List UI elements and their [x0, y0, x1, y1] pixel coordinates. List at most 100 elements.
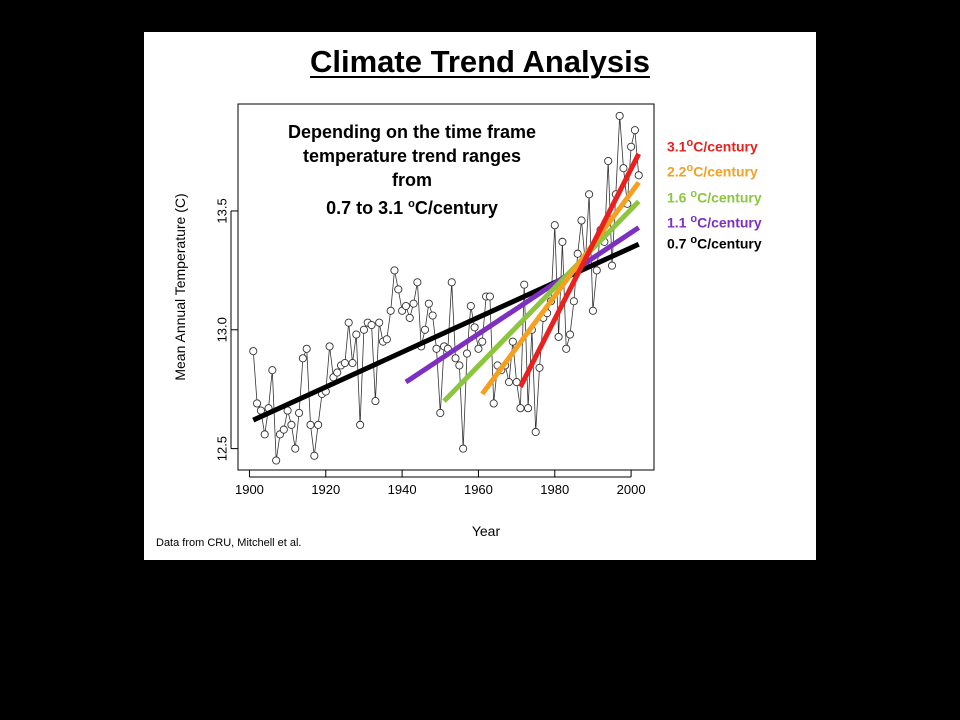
- annotation-line-3: from: [392, 170, 432, 190]
- data-point-1947: [424, 299, 433, 308]
- data-point-1987: [577, 216, 586, 225]
- data-point-1939: [394, 285, 403, 294]
- y-tick-label-13.5: 13.5: [214, 198, 229, 223]
- x-tick-label-1900: 1900: [235, 482, 264, 497]
- y-axis-label: Mean Annual Temperature (C): [172, 193, 188, 380]
- source-note: Data from CRU, Mitchell et al.: [156, 537, 302, 549]
- legend-item-3-1: 3.1oC/century: [667, 137, 758, 155]
- data-point-1973: [524, 404, 533, 413]
- annotation-line-1: Depending on the time frame: [287, 122, 537, 142]
- data-point-1981: [554, 332, 563, 341]
- data-point-1976: [535, 363, 544, 372]
- data-point-1958: [466, 301, 475, 311]
- data-point-1927: [348, 359, 357, 368]
- data-point-1914: [298, 354, 307, 363]
- x-tick-label-1940: 1940: [388, 482, 417, 497]
- data-point-1902: [253, 399, 262, 408]
- x-tick-label-1920: 1920: [311, 482, 340, 497]
- data-point-1911: [287, 420, 296, 429]
- data-point-1975: [531, 427, 540, 437]
- x-tick-label-2000: 2000: [617, 482, 646, 497]
- trend-line-4: [518, 152, 641, 388]
- data-point-1964: [489, 399, 498, 408]
- plot-frame: [237, 103, 655, 471]
- data-point-1933: [371, 397, 380, 406]
- data-point-1959: [470, 323, 479, 332]
- data-point-1937: [386, 306, 395, 315]
- data-point-1983: [562, 344, 571, 353]
- data-point-1942: [405, 313, 414, 322]
- data-point-1982: [558, 237, 567, 246]
- data-point-1928: [352, 330, 361, 339]
- data-point-1954: [451, 354, 460, 363]
- data-point-1936: [382, 335, 391, 344]
- data-point-1917: [310, 451, 319, 460]
- data-point-1930: [359, 325, 368, 334]
- data-point-1921: [325, 342, 334, 351]
- data-point-1923: [333, 368, 342, 377]
- data-point-1969: [508, 337, 517, 346]
- data-point-1995: [607, 261, 617, 270]
- trend-annotation: Depending on the time frame temperature …: [262, 120, 562, 220]
- data-point-1901: [249, 347, 258, 356]
- data-point-1904: [260, 430, 269, 439]
- data-point-1989: [585, 190, 594, 199]
- trend-line-1: [404, 225, 641, 385]
- data-point-1941: [401, 301, 410, 311]
- data-point-1918: [314, 420, 323, 429]
- annotation-line-2: temperature trend ranges: [302, 146, 522, 166]
- data-point-1946: [420, 325, 430, 334]
- data-point-1938: [390, 266, 399, 275]
- data-point-1955: [455, 361, 464, 370]
- data-point-1906: [268, 366, 277, 375]
- trend-line-3: [480, 180, 641, 396]
- data-point-1909: [279, 425, 288, 434]
- legend-item-0-7: 0.7 oC/century: [667, 234, 762, 252]
- data-point-1968: [504, 378, 514, 387]
- data-point-1913: [295, 408, 304, 418]
- data-point-1949: [432, 344, 441, 353]
- annotation-line-4: 0.7 to 3.1 oC/century: [326, 198, 498, 218]
- data-point-1984: [565, 330, 575, 339]
- trend-line-0: [252, 241, 640, 423]
- data-point-1916: [306, 420, 315, 429]
- data-point-1994: [604, 156, 613, 166]
- y-tick-label-13: 13.0: [214, 317, 229, 342]
- data-point-1990: [588, 306, 597, 315]
- data-point-1950: [436, 408, 445, 418]
- data-point-1953: [447, 278, 456, 287]
- data-point-1985: [569, 297, 578, 306]
- data-point-1926: [344, 318, 353, 327]
- data-point-1980: [550, 221, 559, 230]
- data-point-1944: [413, 278, 422, 287]
- data-point-1972: [520, 280, 529, 289]
- data-point-1956: [459, 444, 468, 453]
- data-point-1991: [592, 266, 601, 275]
- data-point-2000: [627, 142, 636, 151]
- x-tick-label-1980: 1980: [540, 482, 569, 497]
- chart: 1900 1920 1940 1960 1980 2000 12.5 13.0 13.5 Year…: [172, 103, 655, 539]
- legend-item-1-6: 1.6 oC/century: [667, 188, 762, 206]
- data-point-1986: [573, 249, 582, 258]
- legend-item-1-1: 1.1 oC/century: [667, 213, 762, 231]
- data-point-1934: [375, 318, 384, 327]
- data-point-1957: [462, 349, 472, 358]
- slide-title: Climate Trend Analysis: [310, 44, 650, 79]
- data-point-1963: [485, 292, 494, 301]
- data-point-2001: [630, 126, 639, 135]
- data-point-1907: [272, 456, 281, 465]
- y-tick-label-12.5: 12.5: [214, 436, 229, 461]
- data-point-1997: [615, 111, 624, 120]
- data-point-1932: [367, 320, 376, 330]
- x-axis-label: Year: [472, 523, 501, 539]
- legend-item-2-2: 2.2oC/century: [667, 162, 758, 180]
- data-point-1912: [291, 444, 300, 453]
- data-point-1961: [478, 337, 487, 346]
- data-point-1925: [340, 359, 349, 368]
- slide: 1900 1920 1940 1960 1980 2000 12.5 13.0 13.5 Year…: [144, 32, 816, 560]
- data-point-1971: [516, 404, 525, 413]
- data-point-1948: [428, 311, 437, 320]
- x-tick-label-1960: 1960: [464, 482, 493, 497]
- data-point-1998: [619, 164, 628, 173]
- data-point-2002: [634, 171, 643, 180]
